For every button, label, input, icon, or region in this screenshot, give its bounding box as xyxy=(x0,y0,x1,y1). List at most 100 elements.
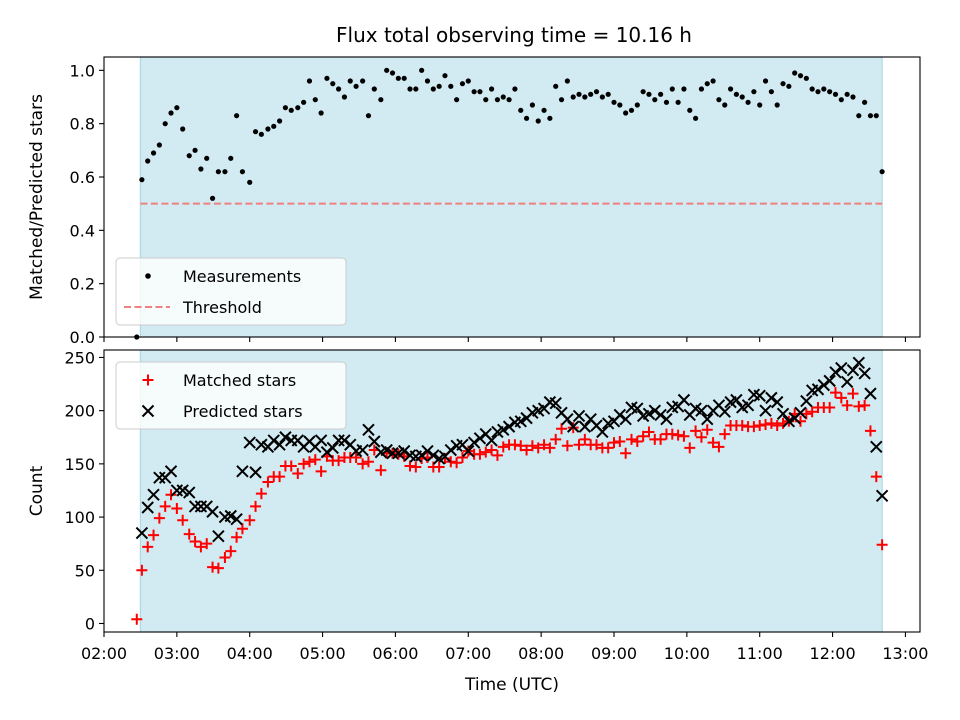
legend: Matched stars Predicted stars xyxy=(115,361,347,430)
data-point xyxy=(529,102,536,108)
data-point xyxy=(267,434,280,447)
data-point xyxy=(324,75,330,81)
y-tick-label: 100 xyxy=(64,508,95,527)
data-point xyxy=(279,431,292,444)
data-point xyxy=(544,442,556,454)
y-tick-label: 0.8 xyxy=(70,115,95,134)
data-point xyxy=(276,118,283,124)
data-point xyxy=(716,97,722,103)
data-point xyxy=(459,81,466,87)
data-point xyxy=(171,503,183,515)
data-point xyxy=(515,440,527,452)
data-point xyxy=(736,420,748,432)
data-point xyxy=(768,89,774,95)
data-point xyxy=(206,505,219,518)
data-point xyxy=(558,97,565,103)
y-tick-label: 0.4 xyxy=(70,221,95,240)
data-point xyxy=(677,393,691,407)
data-point xyxy=(643,426,655,438)
data-point xyxy=(541,107,547,113)
data-point xyxy=(815,89,821,95)
data-point xyxy=(474,448,486,460)
data-point xyxy=(642,407,656,421)
data-point xyxy=(159,500,171,512)
data-point xyxy=(139,177,145,183)
data-point xyxy=(147,488,160,501)
data-point xyxy=(608,437,620,449)
data-point xyxy=(500,94,506,100)
data-point xyxy=(247,179,253,185)
data-point xyxy=(602,442,614,454)
data-point xyxy=(174,105,180,111)
data-point xyxy=(623,110,629,116)
data-point xyxy=(465,78,471,84)
data-point xyxy=(509,439,521,451)
data-point xyxy=(879,169,885,175)
data-point xyxy=(448,83,454,89)
data-point xyxy=(292,467,304,479)
data-point xyxy=(853,400,865,412)
data-point xyxy=(722,102,728,108)
data-point xyxy=(282,105,289,111)
data-point xyxy=(532,442,544,454)
data-point xyxy=(380,443,393,457)
data-point xyxy=(338,434,351,447)
y-tick-label: 0.2 xyxy=(70,275,95,294)
data-point xyxy=(153,512,165,524)
data-point xyxy=(561,440,573,452)
data-point xyxy=(757,102,763,108)
data-point xyxy=(244,514,256,526)
data-point xyxy=(162,121,168,127)
data-point xyxy=(148,529,160,541)
data-point xyxy=(219,552,231,564)
data-point xyxy=(204,155,210,161)
data-point xyxy=(309,454,321,466)
data-point xyxy=(285,460,297,472)
legend-box xyxy=(115,361,347,430)
legend: Measurements Threshold xyxy=(115,257,347,326)
data-point xyxy=(864,387,877,400)
data-point xyxy=(192,147,198,153)
data-point xyxy=(765,391,778,405)
data-point xyxy=(303,456,315,468)
data-point xyxy=(695,404,708,417)
data-point xyxy=(491,449,503,461)
data-point xyxy=(573,439,585,451)
data-point xyxy=(485,434,498,447)
data-point xyxy=(378,97,384,103)
data-point xyxy=(315,465,327,477)
data-point xyxy=(224,509,237,523)
data-point xyxy=(619,412,632,426)
data-point xyxy=(506,97,512,103)
data-point xyxy=(371,86,377,92)
data-point xyxy=(695,431,707,443)
data-point xyxy=(672,429,684,441)
data-point xyxy=(840,375,854,389)
data-point xyxy=(617,102,623,108)
data-point xyxy=(578,420,592,433)
data-point xyxy=(655,433,667,445)
data-point xyxy=(368,435,381,448)
data-point xyxy=(389,70,396,76)
data-point xyxy=(194,500,208,513)
data-point xyxy=(859,399,871,411)
data-point xyxy=(230,512,243,526)
data-point xyxy=(658,91,664,97)
x-tick-label: 06:00 xyxy=(372,644,418,663)
data-point xyxy=(526,440,538,452)
data-point xyxy=(384,67,390,73)
data-point xyxy=(362,423,375,437)
data-point xyxy=(862,99,868,105)
data-point xyxy=(234,113,240,119)
data-point xyxy=(183,528,195,540)
data-point xyxy=(395,75,401,81)
data-point xyxy=(243,436,256,449)
data-point xyxy=(444,443,458,457)
data-point xyxy=(274,471,286,483)
axes-frame xyxy=(103,349,921,633)
data-point xyxy=(876,539,888,551)
data-point xyxy=(228,155,234,161)
data-point xyxy=(588,91,594,97)
data-point xyxy=(189,536,201,548)
